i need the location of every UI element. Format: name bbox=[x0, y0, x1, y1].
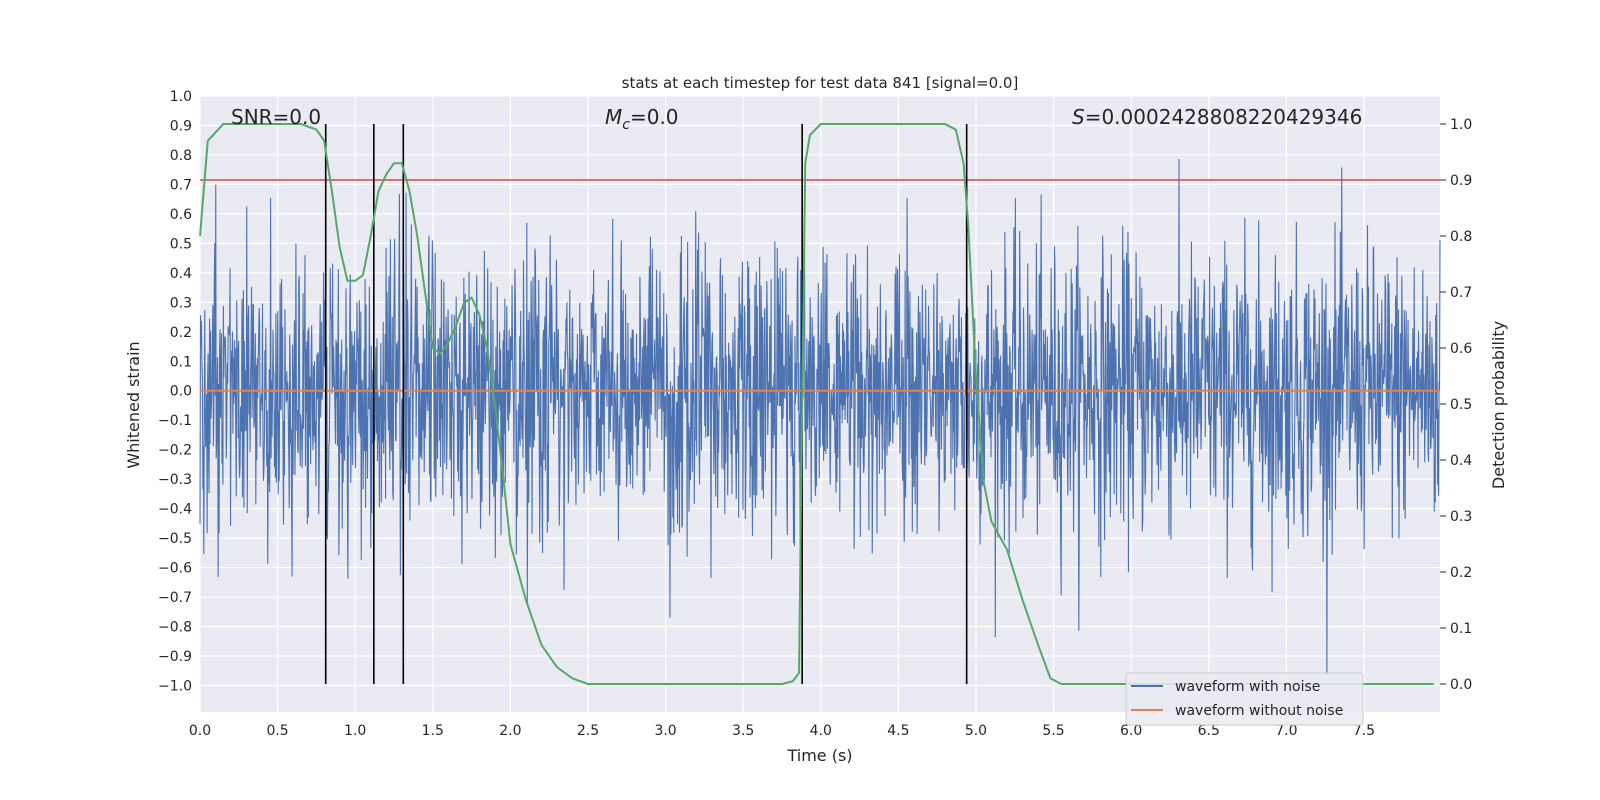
x-tick-label: 0.5 bbox=[266, 723, 288, 739]
y2-tick-label: 0.8 bbox=[1450, 229, 1472, 245]
y-tick-label: 1.0 bbox=[170, 89, 192, 105]
x-tick-label: 3.5 bbox=[732, 723, 754, 739]
waveform-with-noise-line bbox=[199, 159, 1441, 676]
x-axis-label: Time (s) bbox=[786, 746, 852, 765]
snr-annotation: SNR=0.0 bbox=[231, 105, 321, 129]
x-tick-label: 0.0 bbox=[189, 723, 211, 739]
y2-tick-label: 0.4 bbox=[1450, 453, 1472, 469]
y-tick-label: −0.5 bbox=[158, 531, 192, 547]
y-tick-label: 0.4 bbox=[170, 266, 192, 282]
y-tick-label: −0.7 bbox=[158, 590, 192, 606]
x-tick-label: 6.0 bbox=[1120, 723, 1142, 739]
y-tick-label: −0.2 bbox=[158, 443, 192, 459]
chirp-mass-annotation: Mc=0.0 bbox=[605, 105, 679, 133]
x-tick-label: 2.0 bbox=[499, 723, 521, 739]
y2-tick-label: 0.6 bbox=[1450, 341, 1472, 357]
legend: waveform with noise waveform without noi… bbox=[1125, 672, 1364, 726]
detection-probability-line bbox=[199, 123, 1434, 685]
y-tick-label: 0.0 bbox=[170, 384, 192, 400]
y2-tick-label: 0.5 bbox=[1450, 397, 1472, 413]
waveform-with-noise-series bbox=[199, 159, 1441, 676]
detection-probability-series bbox=[199, 123, 1434, 685]
y2-axis-label: Detection probability bbox=[1489, 321, 1508, 489]
x-tick-label: 1.0 bbox=[344, 723, 366, 739]
s-annotation: S=0.0002428808220429346 bbox=[1072, 105, 1362, 129]
y-tick-label: −1.0 bbox=[158, 678, 192, 694]
y2-tick-label: 0.3 bbox=[1450, 509, 1472, 525]
y-tick-label: −0.8 bbox=[158, 620, 192, 636]
y-tick-label: −0.9 bbox=[158, 649, 192, 665]
y-tick-label: 0.6 bbox=[170, 207, 192, 223]
y2-tick-label: 0.1 bbox=[1450, 621, 1472, 637]
x-tick-label: 6.5 bbox=[1198, 723, 1220, 739]
x-tick-label: 1.5 bbox=[422, 723, 444, 739]
y-tick-label: −0.3 bbox=[158, 472, 192, 488]
y-tick-label: −0.1 bbox=[158, 413, 192, 429]
y2-tick-label: 0.0 bbox=[1450, 677, 1472, 693]
y2-tick-label: 1.0 bbox=[1450, 117, 1472, 133]
left-axis-ticks: 1.0 0.9 0.8 0.7 0.6 0.5 0.4 0.3 0.2 0.1 0.0 −0.1 −0.… bbox=[158, 89, 192, 694]
y-tick-label: 0.5 bbox=[170, 236, 192, 252]
x-tick-label: 7.0 bbox=[1275, 723, 1297, 739]
legend-label-clean: waveform without noise bbox=[1175, 703, 1343, 719]
y-tick-label: 0.8 bbox=[170, 148, 192, 164]
y-tick-label: −0.4 bbox=[158, 502, 192, 518]
x-tick-label: 7.5 bbox=[1353, 723, 1375, 739]
y-tick-label: 0.7 bbox=[170, 177, 192, 193]
x-tick-label: 5.0 bbox=[965, 723, 987, 739]
x-tick-label: 4.5 bbox=[887, 723, 909, 739]
legend-box bbox=[1125, 672, 1364, 726]
right-axis-ticks: 1.0 0.9 0.8 0.7 0.6 0.5 0.4 0.3 0.2 0.1 0.0 bbox=[1440, 117, 1472, 693]
chart-title: stats at each timestep for test data 841… bbox=[622, 74, 1019, 92]
y-tick-label: 0.1 bbox=[170, 354, 192, 370]
y-tick-label: 0.9 bbox=[170, 118, 192, 134]
x-tick-label: 4.0 bbox=[810, 723, 832, 739]
y-tick-label: 0.3 bbox=[170, 295, 192, 311]
y-tick-label: 0.2 bbox=[170, 325, 192, 341]
y-tick-label: −0.6 bbox=[158, 561, 192, 577]
y2-tick-label: 0.2 bbox=[1450, 565, 1472, 581]
y-axis-label: Whitened strain bbox=[124, 341, 143, 468]
x-tick-label: 2.5 bbox=[577, 723, 599, 739]
legend-label-noise: waveform with noise bbox=[1175, 679, 1320, 695]
y2-tick-label: 0.7 bbox=[1450, 285, 1472, 301]
x-tick-label: 3.0 bbox=[654, 723, 676, 739]
x-axis-ticks: 0.0 0.5 1.0 1.5 2.0 2.5 3.0 3.5 4.0 4.5 5.0 5.5 6.0 6… bbox=[189, 723, 1375, 739]
y2-tick-label: 0.9 bbox=[1450, 173, 1472, 189]
x-tick-label: 5.5 bbox=[1042, 723, 1064, 739]
